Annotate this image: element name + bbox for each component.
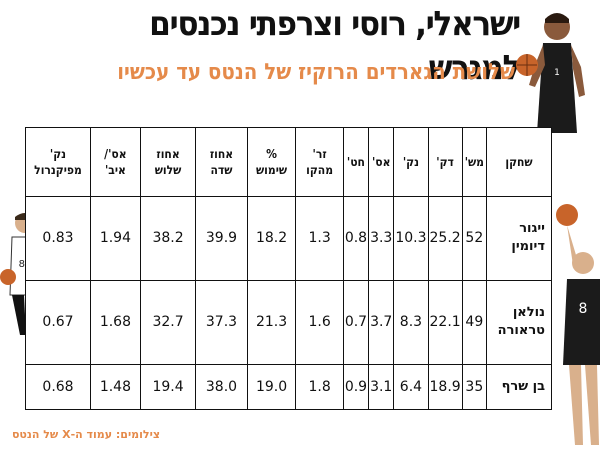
cell-usage: 21.3 [246,279,297,365]
cell-usage: 18.2 [246,196,297,281]
cell-minutes: 25.2 [427,196,463,281]
stats-table: שחקן מש' דק' נק' אס' חט' זר' מהקו % שימו… [25,127,552,411]
header-three-pct: אחוז שלוש [139,127,197,197]
cell-assists: 3.1 [368,363,395,411]
player-photo-top: 1 [516,13,585,133]
table-header-row: שחקן מש' דק' נק' אס' חט' זר' מהקו % שימו… [25,127,552,197]
cell-free-throws: 1.6 [295,279,344,365]
svg-text:8: 8 [579,301,588,317]
header-minutes: דק' [427,127,463,197]
cell-pnr-points: 0.68 [25,363,91,411]
header-fg-pct: אחוז שדה [195,127,248,197]
svg-text:1: 1 [554,68,560,78]
cell-fg-pct: 38.0 [195,363,248,411]
header-steals: חט' [342,127,370,197]
cell-assists: 3.3 [368,196,395,281]
cell-ast-to: 1.94 [90,196,141,281]
cell-games: 52 [461,196,488,281]
cell-pnr-points: 0.67 [25,279,91,365]
cell-fg-pct: 39.9 [195,196,248,281]
cell-points: 10.3 [393,196,429,281]
cell-minutes: 22.1 [427,279,463,365]
cell-points: 8.3 [393,279,429,365]
cell-three-pct: 32.7 [139,279,197,365]
player-name: ייגור דיומין [486,196,552,281]
header-player: שחקן [486,127,552,197]
cell-games: 35 [461,363,488,411]
cell-minutes: 18.9 [427,363,463,411]
cell-steals: 0.9 [342,363,370,411]
cell-three-pct: 38.2 [139,196,197,281]
cell-ast-to: 1.48 [90,363,141,411]
player-name: בן שרף [486,363,552,411]
header-pnr-points: נק' מפיקנרול [25,127,91,197]
cell-games: 49 [461,279,488,365]
table-row: נולאן טראורה 49 22.1 8.3 3.7 0.7 1.6 21.… [25,279,552,365]
header-ast-to: אס'/ איב' [90,127,141,197]
cell-three-pct: 19.4 [139,363,197,411]
cell-free-throws: 1.8 [295,363,344,411]
header-points: נק' [393,127,429,197]
cell-steals: 0.7 [342,279,370,365]
cell-fg-pct: 37.3 [195,279,248,365]
page-subtitle: שלושת הגארדים הרוקיז של הנטס עד עכשיו [117,60,515,85]
page-title: ישראלי, רוסי וצרפתי נכנסים למגרש [149,4,521,88]
header-free-throws: זר' מהקו [295,127,344,197]
cell-steals: 0.8 [342,196,370,281]
cell-assists: 3.7 [368,279,395,365]
player-photo-right: 8 [556,204,600,445]
cell-free-throws: 1.3 [295,196,344,281]
player-name: נולאן טראורה [486,279,552,365]
table-row: ייגור דיומין 52 25.2 10.3 3.3 0.8 1.3 18… [25,196,552,281]
cell-points: 6.4 [393,363,429,411]
table-row: בן שרף 35 18.9 6.4 3.1 0.9 1.8 19.0 38.0… [25,363,552,411]
header-assists: אס' [368,127,395,197]
header-games: מש' [461,127,488,197]
cell-usage: 19.0 [246,363,297,411]
cell-pnr-points: 0.83 [25,196,91,281]
header-usage: % שימוש [246,127,297,197]
cell-ast-to: 1.68 [90,279,141,365]
photo-credit: צילומים: עמוד ה-X של הנטס [11,428,160,441]
